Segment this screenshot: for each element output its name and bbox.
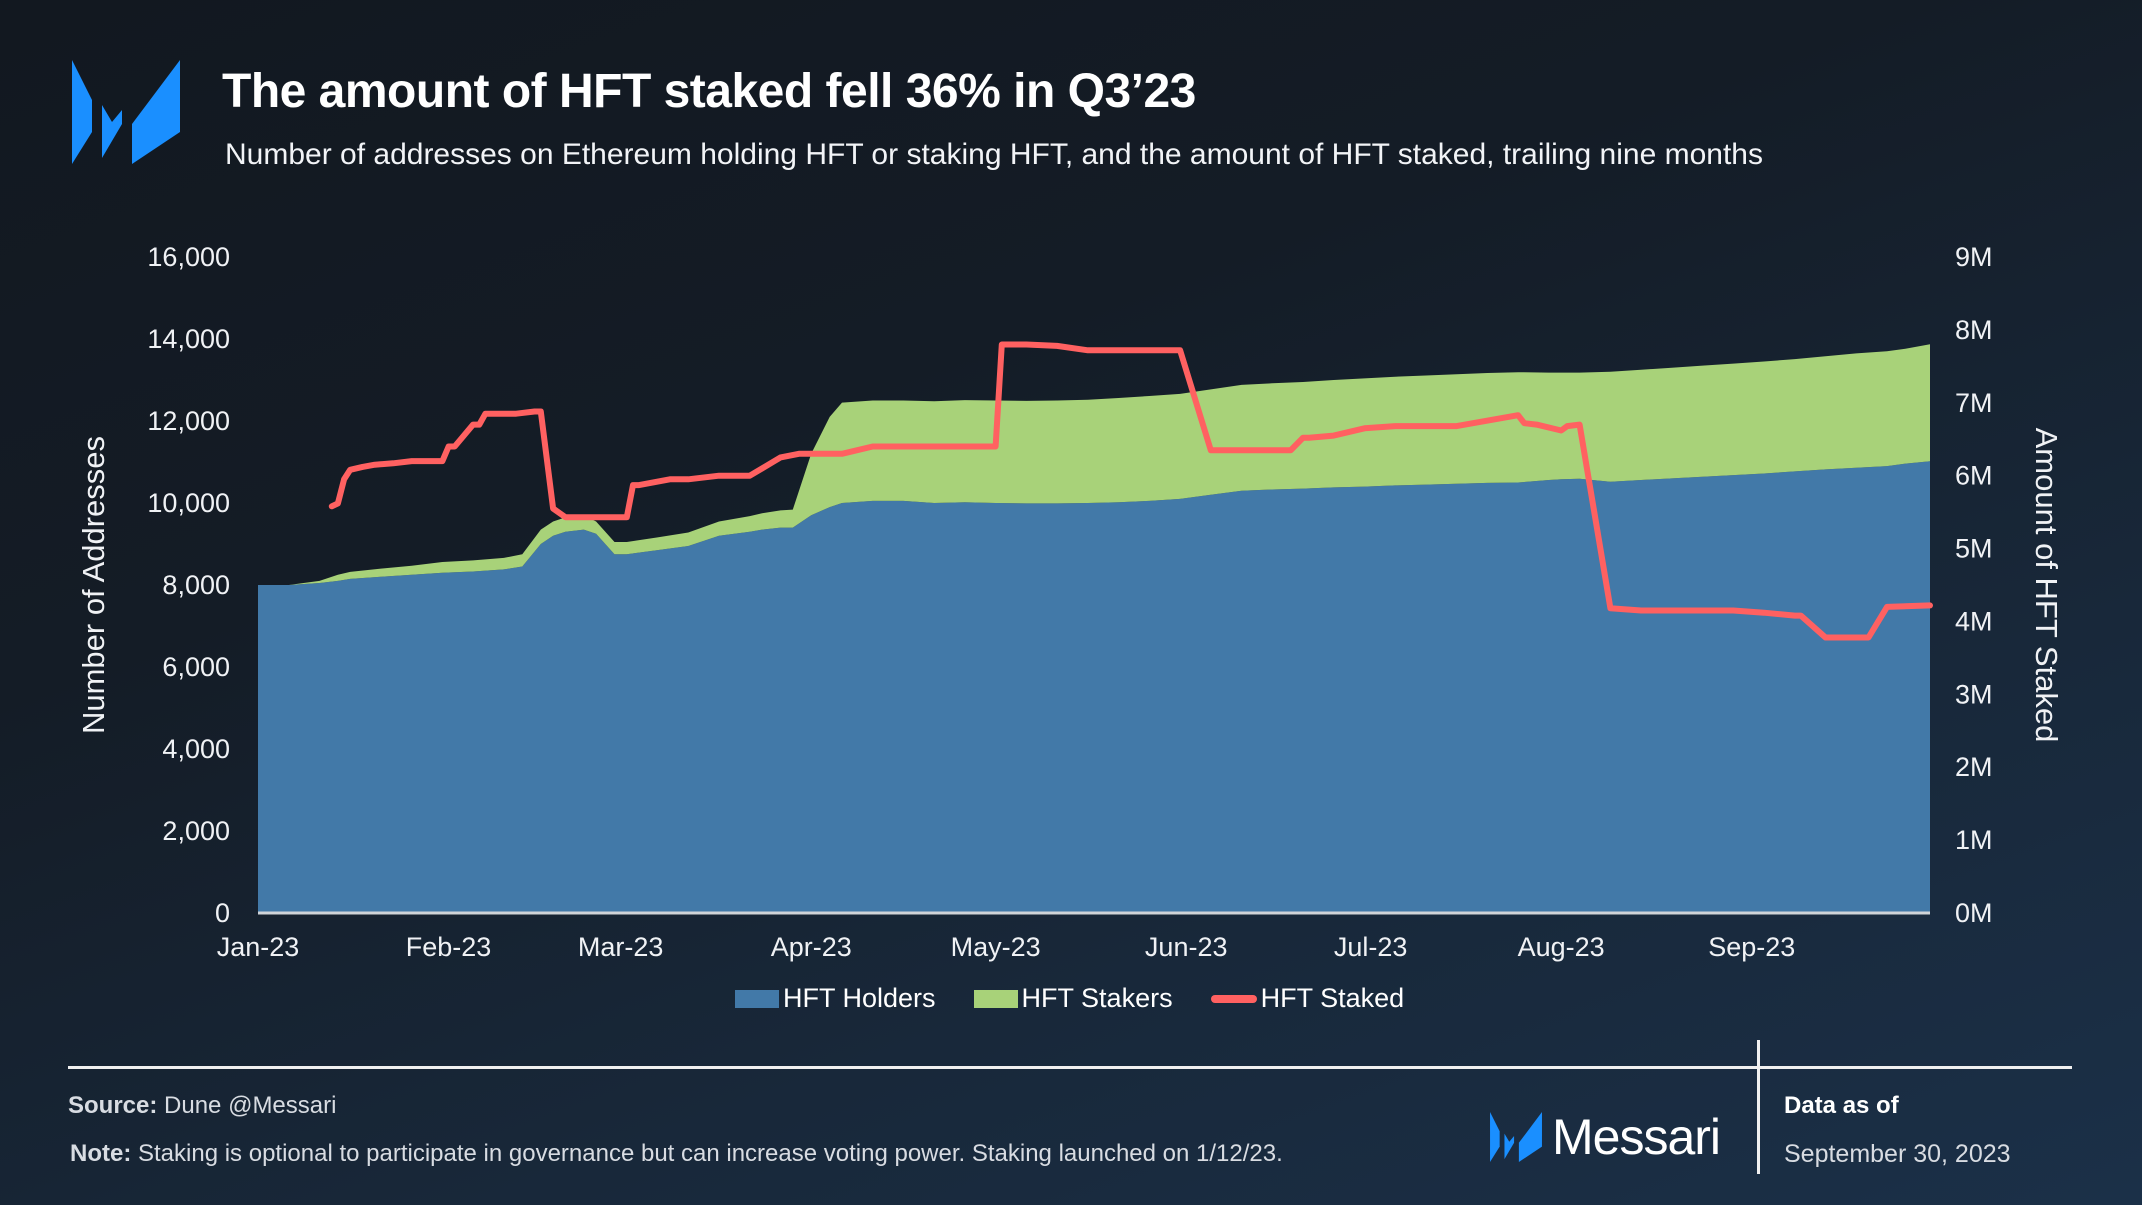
tick-label: 0 [215,898,230,928]
legend-label: HFT Stakers [1021,983,1173,1013]
x-axis-ticks: Jan-23 Feb-23 Mar-23 Apr-23 May-23 Jun-23 Jul-… [217,932,1796,962]
messari-logo-icon [72,60,180,164]
tick-label: 5M [1955,534,1993,564]
chart-subtitle: Number of addresses on Ethereum holding … [225,138,1763,171]
data-as-of-label: Data as of [1784,1092,1899,1119]
chart-title: The amount of HFT staked fell 36% in Q3’… [222,65,1196,118]
tick-label: Apr-23 [771,932,852,962]
left-axis-title: Number of Addresses [76,436,111,734]
brand-name: Messari [1552,1109,1721,1165]
legend-item-holders[interactable]: HFT Holders [735,983,936,1014]
tick-label: 16,000 [147,242,230,272]
legend-label: HFT Holders [783,983,936,1013]
tick-label: Jul-23 [1334,932,1408,962]
tick-label: 2,000 [162,816,230,846]
tick-label: Mar-23 [578,932,664,962]
legend-item-stakers[interactable]: HFT Stakers [973,983,1173,1014]
note-text: Note: Staking is optional to participate… [70,1140,1283,1168]
tick-label: 6,000 [162,652,230,682]
legend-label: HFT Staked [1260,983,1405,1013]
note-value: Staking is optional to participate in go… [138,1140,1283,1167]
staked-line-swatch-icon [1210,994,1257,1003]
tick-label: 4M [1955,606,1993,636]
tick-label: 0M [1955,898,1993,928]
legend-item-staked[interactable]: HFT Staked [1210,983,1405,1014]
tick-label: Feb-23 [406,932,492,962]
tick-label: 4,000 [162,734,230,764]
footer-divider [68,1066,1074,1069]
holders-swatch-icon [735,989,779,1008]
footer-divider [1760,1066,2072,1069]
tick-label: 6M [1955,461,1993,491]
chart-legend: HFT Holders HFT Stakers HFT Staked [735,983,1442,1014]
tick-label: May-23 [951,932,1041,962]
tick-label: 1M [1955,825,1993,855]
note-label: Note: [70,1140,132,1167]
source-text: Source: Dune @Messari [68,1092,336,1120]
stakers-swatch-icon [973,989,1018,1008]
tick-label: Jan-23 [217,932,300,962]
footer-vertical-divider [1757,1040,1760,1174]
data-as-of-date: September 30, 2023 [1784,1140,2011,1168]
tick-label: 14,000 [147,324,230,354]
tick-label: 2M [1955,752,1993,782]
stakers-area [258,344,1930,585]
source-label: Source: [68,1092,158,1119]
tick-label: 10,000 [147,488,230,518]
staked-line [328,341,1933,641]
right-axis-ticks: 0M 1M 2M 3M 4M 5M 6M 7M 8M 9M [1955,242,1993,928]
holders-area [258,461,1930,913]
tick-label: 7M [1955,388,1993,418]
tick-label: 12,000 [147,406,230,436]
tick-label: 3M [1955,679,1993,709]
tick-label: Jun-23 [1145,932,1228,962]
footer-divider [1074,1066,1760,1069]
tick-label: 8M [1955,315,1993,345]
left-axis-ticks: 0 2,000 4,000 6,000 8,000 10,000 12,000 14,000 1… [147,242,230,928]
source-value: Dune @Messari [164,1092,337,1119]
tick-label: 9M [1955,242,1993,272]
right-axis-title: Amount of HFT Staked [2029,428,2064,743]
tick-label: Aug-23 [1518,932,1605,962]
tick-label: 8,000 [162,570,230,600]
messari-mark-icon [1490,1112,1542,1162]
chart-area: 0 2,000 4,000 6,000 8,000 10,000 12,000 14,000 1… [76,242,2064,962]
brand-logo: Messari [1490,1108,1721,1166]
tick-label: Sep-23 [1708,932,1795,962]
